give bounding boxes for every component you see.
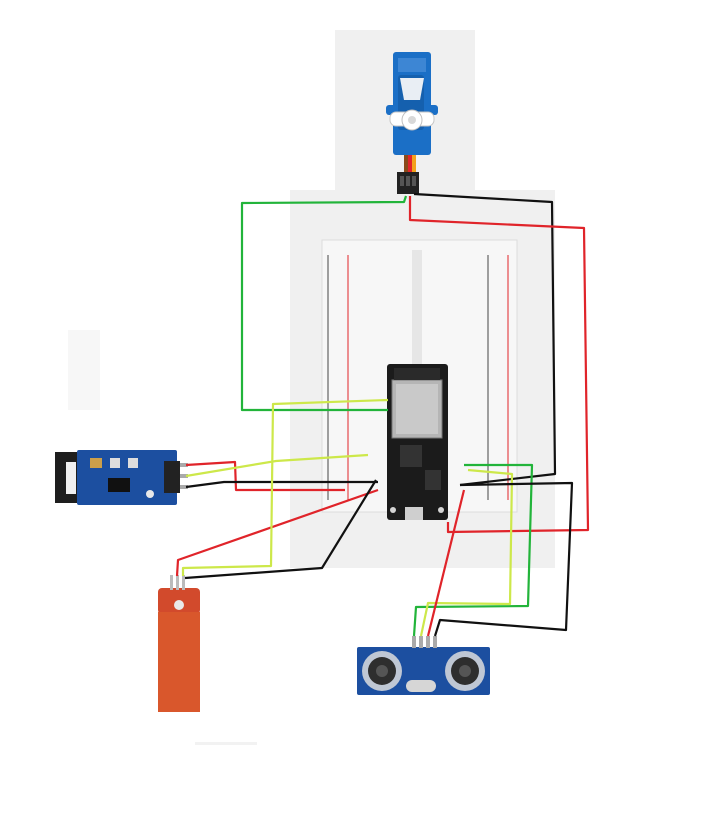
wire-speed-vcc xyxy=(185,460,345,492)
esp32-board xyxy=(387,364,448,520)
ultrasonic-sensor xyxy=(357,636,490,695)
wire-speed-gnd xyxy=(185,480,378,489)
wire-servo-signal xyxy=(240,195,408,412)
speed-sensor-module xyxy=(55,450,188,505)
wire-servo-gnd xyxy=(413,192,557,487)
ghost-line xyxy=(195,742,257,745)
wire-ultra-black xyxy=(433,481,574,637)
wire-ultra-green xyxy=(412,463,534,637)
wire-servo-vcc xyxy=(408,196,590,534)
wire-water-signal xyxy=(181,398,389,576)
wire-ultra-yellow xyxy=(419,468,514,637)
wire-ultra-red xyxy=(426,489,466,637)
water-level-sensor xyxy=(158,575,200,712)
wire-water-gnd xyxy=(184,479,377,580)
servo-motor xyxy=(386,52,438,194)
wire-speed-out xyxy=(185,453,369,478)
ghost-mark xyxy=(68,330,100,410)
wire-water-vcc xyxy=(175,488,379,577)
wires xyxy=(175,192,590,637)
